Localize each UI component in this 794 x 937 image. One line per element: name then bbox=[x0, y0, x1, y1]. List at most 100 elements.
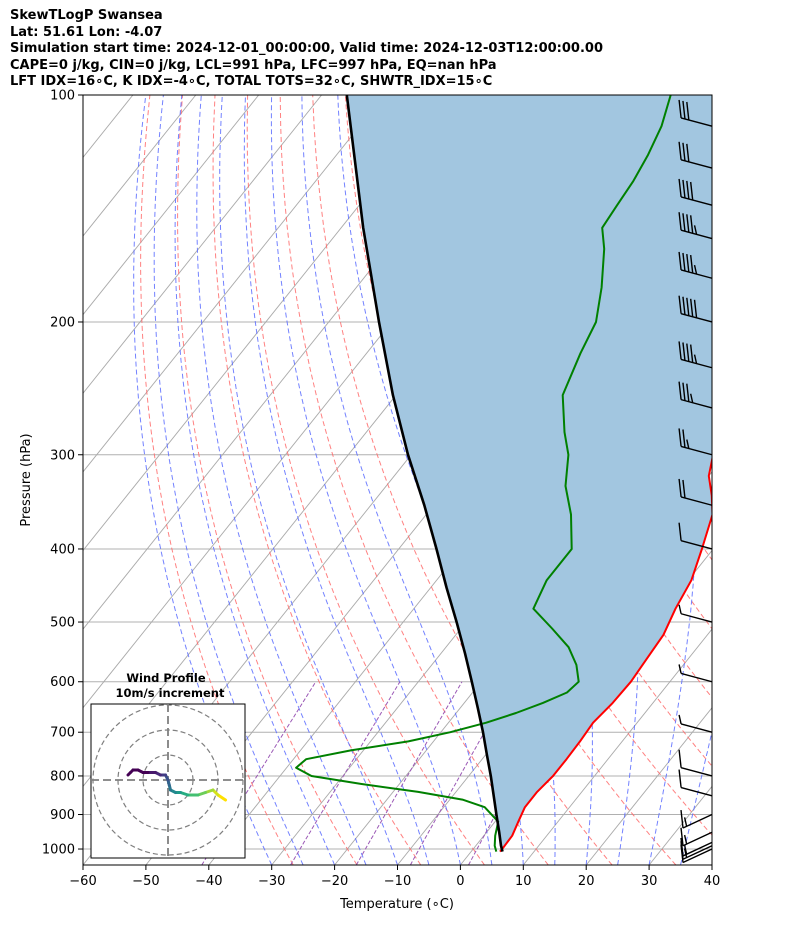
isotherm-line bbox=[0, 95, 70, 865]
mixing-ratio-line bbox=[290, 681, 401, 865]
barb-flag bbox=[678, 522, 682, 541]
barb-flag bbox=[686, 383, 690, 402]
isotherm-line bbox=[83, 95, 448, 552]
mixing-ratio-line bbox=[201, 681, 317, 865]
wind-barb bbox=[678, 714, 713, 733]
isotherm-line bbox=[522, 628, 712, 865]
barb-flag bbox=[693, 354, 698, 364]
dry-adiabat bbox=[212, 95, 422, 865]
indices-line-1: CAPE=0 j/kg, CIN=0 j/kg, LCL=991 hPa, LF… bbox=[10, 57, 497, 73]
x-tick-label: −30 bbox=[258, 874, 285, 889]
barb-staff bbox=[680, 540, 713, 550]
barb-staff bbox=[680, 723, 713, 733]
y-tick-label: 400 bbox=[50, 542, 75, 557]
hodograph-segment bbox=[216, 793, 227, 802]
barb-flag bbox=[682, 342, 686, 361]
location-line: Lat: 51.61 Lon: -4.07 bbox=[10, 24, 163, 40]
barb-flag bbox=[678, 749, 682, 768]
wind-barbs bbox=[678, 99, 713, 864]
y-tick-label: 800 bbox=[50, 769, 75, 784]
barb-staff bbox=[680, 496, 713, 506]
y-axis-label: Pressure (hPa) bbox=[19, 433, 34, 526]
moist-adiabat bbox=[133, 95, 273, 865]
x-tick-label: −10 bbox=[384, 874, 411, 889]
barb-staff bbox=[682, 841, 713, 857]
barb-flag bbox=[686, 143, 690, 162]
barb-flag bbox=[682, 142, 686, 161]
barb-flag bbox=[689, 393, 694, 403]
y-tick-label: 300 bbox=[50, 448, 75, 463]
barb-flag bbox=[680, 809, 684, 829]
moist-adiabat bbox=[174, 95, 336, 865]
y-tick-label: 1000 bbox=[42, 843, 75, 858]
barb-staff bbox=[682, 813, 713, 829]
wind-barb bbox=[678, 341, 713, 369]
cape-cin-shading bbox=[346, 95, 712, 852]
barb-staff bbox=[680, 445, 713, 456]
y-tick-label: 500 bbox=[50, 616, 75, 631]
isotherm-line bbox=[711, 864, 712, 865]
barb-staff bbox=[680, 196, 713, 206]
mixing-ratio-line bbox=[355, 681, 463, 865]
barb-staff bbox=[680, 159, 713, 169]
barb-flag bbox=[678, 212, 682, 231]
barb-staff bbox=[680, 786, 713, 797]
barb-staff bbox=[682, 831, 713, 847]
isotherm-line bbox=[585, 707, 712, 865]
barb-flag bbox=[682, 479, 686, 499]
wind-barb bbox=[680, 809, 713, 829]
barb-staff bbox=[680, 766, 713, 777]
y-tick-label: 700 bbox=[50, 726, 75, 741]
barb-flag bbox=[689, 298, 694, 317]
x-tick-label: 20 bbox=[578, 874, 595, 889]
barb-staff bbox=[680, 672, 713, 683]
barb-flag bbox=[689, 181, 694, 201]
isotherm-line bbox=[83, 95, 260, 316]
isotherm-line bbox=[83, 95, 322, 394]
y-tick-label: 900 bbox=[50, 808, 75, 823]
moist-adiabat bbox=[153, 95, 304, 865]
barb-flag bbox=[689, 255, 694, 274]
isotherm-line bbox=[83, 95, 385, 473]
barb-flag bbox=[678, 664, 682, 674]
dry-adiabat bbox=[702, 95, 712, 119]
hodograph-title: Wind Profile bbox=[126, 671, 206, 685]
moist-adiabat bbox=[301, 95, 493, 865]
wind-barb bbox=[680, 827, 713, 847]
dry-adiabat bbox=[140, 95, 294, 865]
barb-flag bbox=[693, 299, 698, 318]
barb-flag bbox=[678, 99, 682, 119]
barb-flag bbox=[682, 382, 686, 401]
hodograph-content bbox=[91, 704, 245, 858]
barb-flag bbox=[693, 264, 698, 275]
x-tick-label: −50 bbox=[132, 874, 159, 889]
x-tick-label: 30 bbox=[641, 874, 658, 889]
x-tick-label: 10 bbox=[515, 874, 532, 889]
barb-flag bbox=[689, 215, 694, 234]
barb-flag bbox=[686, 343, 690, 362]
isotherm-line bbox=[775, 95, 794, 865]
shaded-region bbox=[346, 95, 712, 852]
profile-lines bbox=[295, 95, 712, 853]
barb-flag bbox=[678, 478, 682, 498]
y-tick-label: 100 bbox=[50, 89, 75, 104]
chart-header: SkewTLogP Swansea Lat: 51.61 Lon: -4.07 … bbox=[10, 8, 603, 91]
y-tick-label: 200 bbox=[50, 315, 75, 330]
dry-adiabat bbox=[177, 95, 358, 865]
wind-barb bbox=[678, 604, 713, 623]
chart-title: SkewTLogP Swansea bbox=[10, 8, 163, 23]
barb-flag bbox=[686, 297, 690, 316]
barb-flag bbox=[682, 179, 686, 199]
barb-flag bbox=[683, 848, 688, 858]
barb-flag bbox=[678, 341, 682, 360]
wind-barb bbox=[678, 251, 713, 279]
barb-flag bbox=[678, 251, 682, 271]
wind-barb bbox=[678, 428, 713, 456]
x-tick-label: −40 bbox=[195, 874, 222, 889]
moist-adiabat bbox=[219, 95, 398, 865]
x-tick-label: 40 bbox=[704, 874, 721, 889]
moist-adiabat bbox=[598, 95, 697, 865]
dry-adiabat bbox=[246, 95, 485, 865]
